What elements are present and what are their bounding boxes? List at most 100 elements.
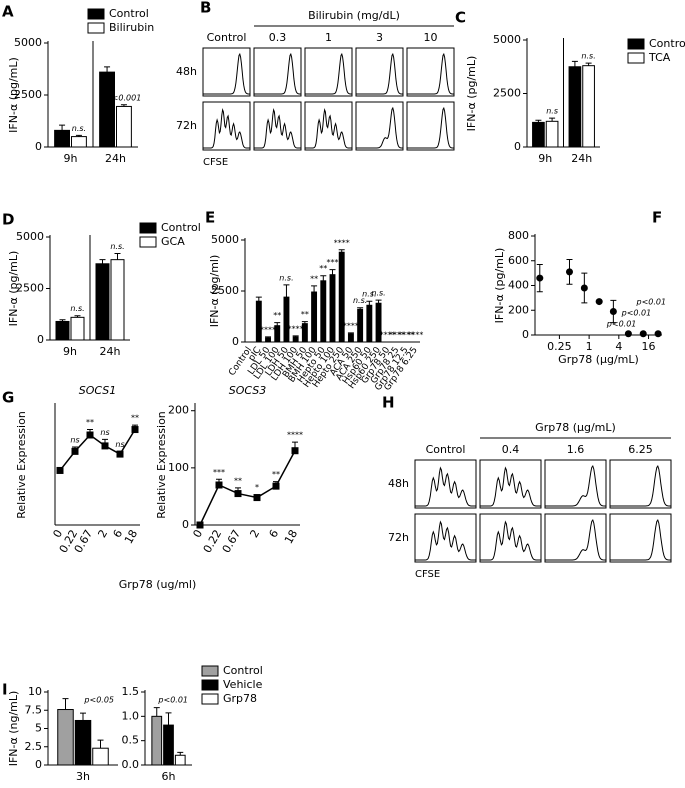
panel-label: B: [200, 0, 211, 17]
annotation: ****: [334, 238, 350, 247]
bar: [71, 136, 87, 148]
point: [639, 330, 647, 338]
bar: [110, 259, 125, 341]
y-axis-label: Relative Expression: [155, 411, 168, 519]
error-bar: [571, 60, 578, 67]
marker: [291, 447, 299, 455]
x-tick-label: 0.67: [220, 528, 244, 556]
annotation: n.s.: [110, 242, 124, 251]
histogram-frame: [253, 47, 302, 97]
marker: [131, 426, 139, 434]
histogram-frame: [544, 459, 607, 509]
annotation: ****: [343, 321, 359, 330]
panel-label: G: [2, 389, 14, 407]
bar: [116, 105, 132, 148]
bar: [532, 121, 545, 148]
panel-label: D: [2, 211, 14, 229]
column-label: Control: [207, 31, 247, 44]
histogram-frame: [479, 459, 542, 509]
histogram-frame: [355, 47, 404, 97]
error-bar: [62, 698, 69, 710]
column-label: 0.4: [502, 443, 520, 456]
point: [624, 330, 632, 338]
y-tick-label: 200: [508, 303, 529, 316]
marker: [215, 481, 223, 489]
bar: [582, 65, 595, 148]
x-tick-label: 4: [615, 340, 622, 353]
error-bar: [347, 332, 354, 334]
row-label: 48h: [388, 477, 409, 490]
legend-swatch: [87, 8, 105, 20]
histogram-frame: [406, 47, 455, 97]
annotation: p<0.001: [106, 93, 142, 102]
error-bar: [74, 315, 81, 318]
legend-label: Control: [223, 664, 263, 677]
histogram-frame: [304, 47, 353, 97]
bar: [329, 274, 336, 343]
annotation: **: [234, 476, 242, 485]
bar: [55, 320, 70, 341]
y-tick-label: 2500: [14, 88, 42, 101]
histogram-frame: [253, 101, 302, 151]
y-axis-label: IFN-α (ng/mL): [7, 691, 20, 767]
annotation: p<0.01: [157, 696, 188, 705]
x-axis-label: Grp78 (ug/ml): [119, 578, 197, 591]
annotation: **: [131, 414, 139, 423]
panel-label: C: [455, 9, 466, 27]
x-tick-label: 2: [95, 528, 110, 541]
annotation: p<0.01: [621, 308, 652, 317]
annotation: n.s: [546, 107, 558, 116]
annotation: **: [301, 310, 309, 319]
histogram-frame: [202, 47, 251, 97]
y-tick-label: 1.0: [122, 709, 140, 722]
y-tick-label: 2500: [211, 284, 239, 297]
legend-label: Control: [109, 7, 149, 20]
histogram-frame: [609, 513, 672, 563]
marker: [71, 447, 79, 455]
annotation: **: [319, 264, 327, 273]
y-axis-label: IFN-α (pg/mL): [493, 248, 506, 324]
annotation: ****: [398, 331, 414, 340]
annotation: ****: [380, 331, 396, 340]
bar: [151, 715, 163, 766]
histogram-frame: [414, 459, 477, 509]
annotation: **: [272, 470, 280, 479]
annotation: n.s.: [581, 52, 595, 61]
panel-label: H: [382, 394, 395, 412]
histogram: [305, 108, 352, 149]
legend-label: Control: [161, 221, 201, 234]
x-tick-label: 0.25: [547, 340, 572, 353]
error-bar: [59, 124, 66, 131]
y-tick-label: 400: [508, 279, 529, 292]
histogram-frame: [609, 459, 672, 509]
error-bar: [75, 134, 82, 137]
bar: [301, 323, 308, 343]
annotation: ns: [115, 440, 124, 449]
y-tick-label: 0: [182, 518, 189, 531]
y-tick-label: 0: [35, 758, 42, 771]
bar: [283, 296, 290, 343]
x-tick-label: 6h: [162, 770, 176, 783]
bar: [70, 316, 85, 341]
y-tick-label: 5000: [16, 230, 44, 243]
y-tick-label: 0: [37, 333, 44, 346]
annotation: n.s.: [362, 290, 376, 299]
annotation: n.s.: [72, 124, 86, 133]
x-axis-label: CFSE: [415, 569, 440, 580]
histogram: [610, 465, 671, 507]
histogram-frame: [406, 101, 455, 151]
x-tick-label: 9h: [64, 152, 78, 165]
bar: [174, 754, 186, 766]
point: [654, 330, 662, 338]
histogram-frame: [414, 513, 477, 563]
y-tick-label: 2.5: [25, 740, 43, 753]
annotation: ****: [287, 431, 303, 440]
marker: [56, 466, 64, 474]
marker: [272, 482, 280, 490]
error-bar: [255, 296, 262, 302]
x-tick-label: 24h: [105, 152, 126, 165]
x-tick-label: 16: [642, 340, 656, 353]
point: [595, 298, 603, 306]
bar: [92, 747, 109, 766]
x-tick-label: 24h: [100, 345, 121, 358]
